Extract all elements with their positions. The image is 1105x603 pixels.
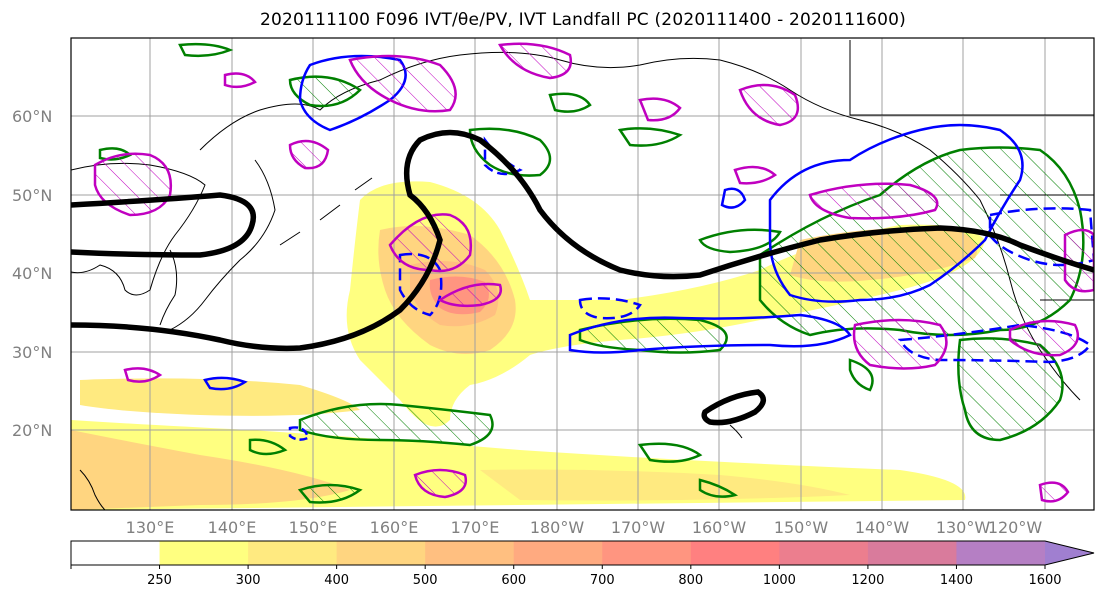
lat-labels: 60°N 50°N 40°N 30°N 20°N bbox=[12, 107, 52, 440]
colorbar-swatch bbox=[867, 541, 957, 565]
colorbar-swatch bbox=[513, 541, 603, 565]
colorbar-extend-arrow bbox=[1045, 541, 1094, 565]
lon-label: 130°W bbox=[936, 518, 991, 537]
lat-label: 30°N bbox=[12, 343, 52, 362]
colorbar-swatch bbox=[159, 541, 249, 565]
figure-title: 2020111100 F096 IVT/θe/PV, IVT Landfall … bbox=[259, 10, 906, 30]
colorbar-swatch bbox=[690, 541, 780, 565]
colorbar-outline bbox=[70, 540, 1095, 566]
lon-label: 170°W bbox=[611, 518, 666, 537]
colorbar-swatch bbox=[602, 541, 692, 565]
colorbar-tick-label: 800 bbox=[678, 573, 703, 588]
colorbar-tick-label: 1000 bbox=[763, 573, 796, 588]
colorbar-swatch bbox=[248, 541, 338, 565]
colorbar-tick-label: 300 bbox=[236, 573, 261, 588]
colorbar-ticks: 250 300 400 500 600 700 800 1000 1200 1400 1600 bbox=[70, 565, 1062, 588]
colorbar-swatch bbox=[425, 541, 515, 565]
lat-label: 20°N bbox=[12, 421, 52, 440]
colorbar-swatch bbox=[71, 541, 161, 565]
lon-label: 160°E bbox=[370, 518, 419, 537]
lon-label: 150°E bbox=[289, 518, 338, 537]
lon-label: 170°E bbox=[451, 518, 500, 537]
colorbar-tick-label: 250 bbox=[147, 573, 172, 588]
colorbar: 250 300 400 500 600 700 800 1000 1200 1400 1600 bbox=[70, 540, 1095, 588]
colorbar-tick-label: 700 bbox=[590, 573, 615, 588]
lon-label: 150°W bbox=[774, 518, 829, 537]
colorbar-swatches bbox=[71, 541, 1046, 565]
graticule bbox=[71, 38, 1094, 510]
colorbar-swatch bbox=[956, 541, 1046, 565]
lat-label: 60°N bbox=[12, 107, 52, 126]
colorbar-tick-label: 1600 bbox=[1028, 573, 1061, 588]
lat-label: 40°N bbox=[12, 264, 52, 283]
colorbar-tick-label: 500 bbox=[413, 573, 438, 588]
lon-label: 160°W bbox=[692, 518, 747, 537]
lon-label: 140°W bbox=[855, 518, 910, 537]
lon-label: 130°E bbox=[126, 518, 175, 537]
colorbar-tick-label: 1400 bbox=[940, 573, 973, 588]
lon-label: 180°W bbox=[530, 518, 585, 537]
lon-label: 140°E bbox=[208, 518, 257, 537]
colorbar-swatch bbox=[336, 541, 426, 565]
colorbar-tick-label: 1200 bbox=[851, 573, 884, 588]
colorbar-swatch bbox=[779, 541, 869, 565]
colorbar-tick-label: 600 bbox=[501, 573, 526, 588]
lat-label: 50°N bbox=[12, 186, 52, 205]
black-contours bbox=[71, 129, 1094, 426]
map-content bbox=[71, 38, 1094, 510]
green-contours bbox=[98, 42, 1085, 504]
map-border bbox=[70, 37, 1095, 511]
lon-labels: 130°E 140°E 150°E 160°E 170°E 180°W 170°… bbox=[126, 518, 1043, 537]
colorbar-tick-label: 400 bbox=[324, 573, 349, 588]
lon-label: 120°W bbox=[988, 518, 1043, 537]
